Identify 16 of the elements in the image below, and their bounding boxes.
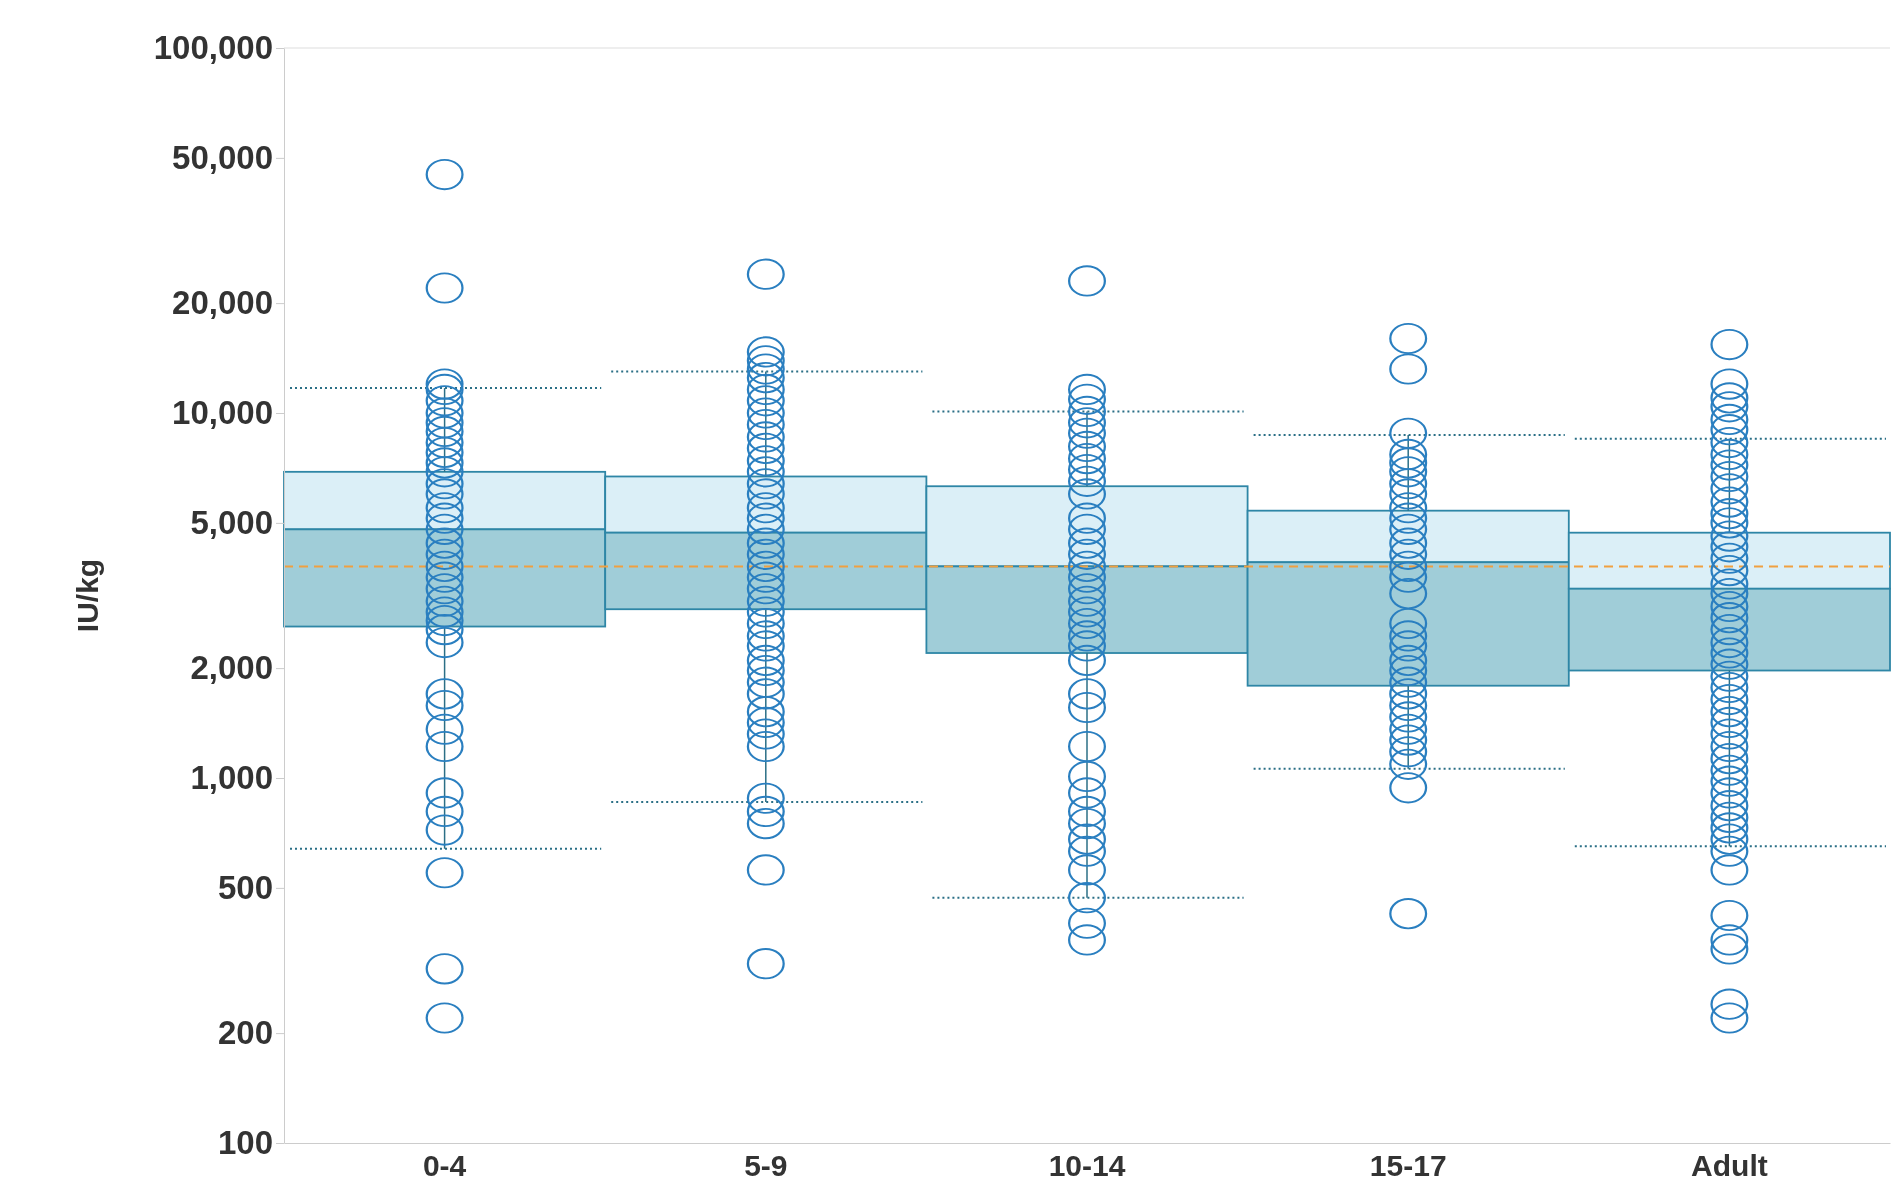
x-tick-label: 5-9: [744, 1149, 788, 1183]
x-tick-label: 0-4: [422, 1149, 467, 1183]
y-tick-label: 2,000: [190, 649, 273, 687]
y-tick-label: 5,000: [190, 503, 273, 541]
y-tick-label: 200: [217, 1014, 273, 1052]
y-tick-label: 500: [217, 868, 273, 906]
y-axis-title: IU/kg: [71, 558, 104, 633]
y-tick-label: 1,000: [190, 759, 273, 797]
x-tick-label: Adult: [1691, 1149, 1768, 1183]
x-tick-label: 15-17: [1369, 1149, 1447, 1183]
y-tick-label: 20,000: [172, 284, 273, 322]
y-tick-label: 10,000: [172, 394, 273, 432]
y-tick-label: 100: [217, 1124, 273, 1162]
y-tick-label: 50,000: [172, 138, 273, 176]
y-tick-label: 100,000: [153, 29, 273, 67]
x-tick-label: 10-14: [1048, 1149, 1126, 1183]
